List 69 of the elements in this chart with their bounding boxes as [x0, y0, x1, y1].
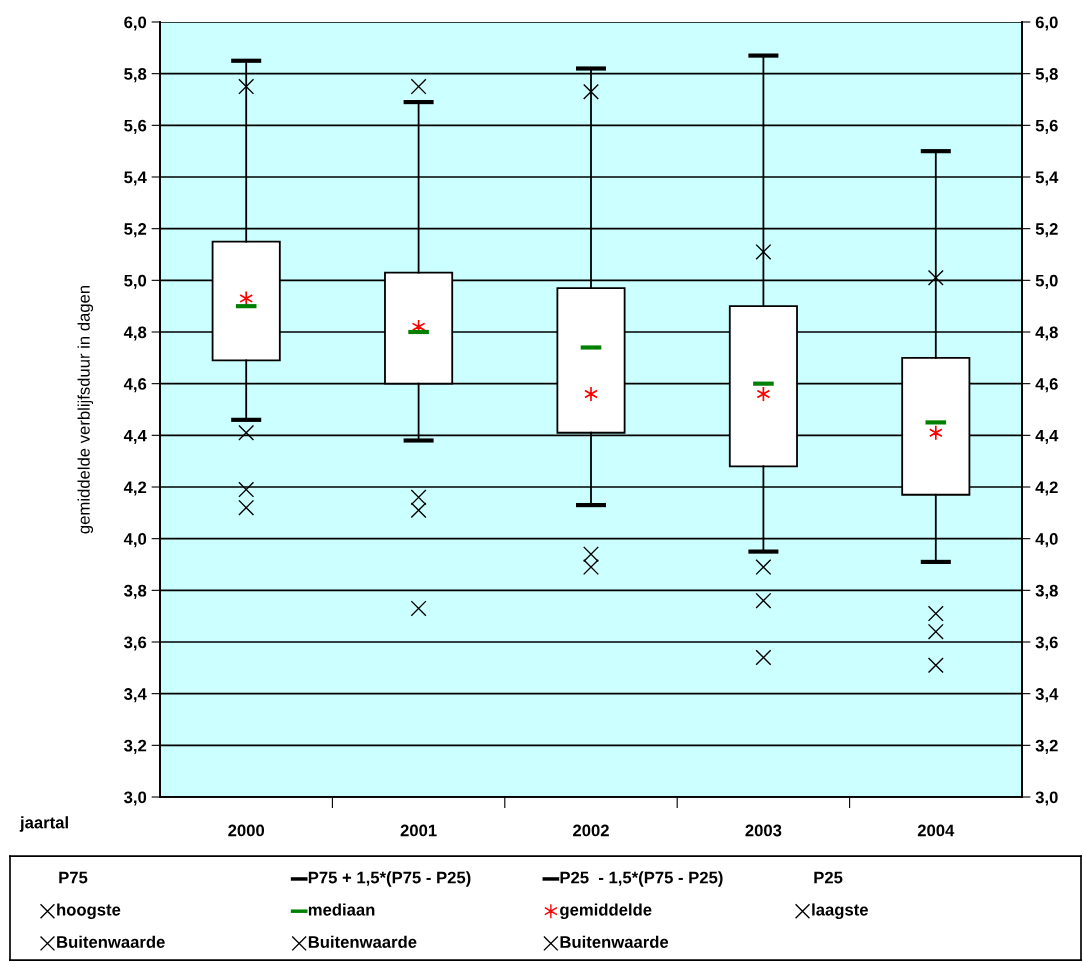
y2-tick-label: 5,8	[1035, 68, 1058, 83]
point	[755, 649, 772, 666]
y-tick-label: 4,6	[123, 378, 147, 393]
y2-tick-label: 3,6	[1035, 636, 1058, 651]
point	[927, 269, 944, 286]
x-axis-title: jaartal	[19, 816, 68, 832]
x-tick-label: 2003	[745, 824, 782, 837]
point	[583, 83, 599, 100]
text: gemiddelde	[560, 903, 652, 919]
x-tick-label: 2004	[917, 824, 955, 837]
y-tick-label: 5,8	[124, 68, 147, 83]
y2-tick-label: 5,0	[1035, 274, 1058, 289]
point	[238, 481, 255, 498]
y2-tick-label: 4,8	[1035, 326, 1058, 341]
point	[410, 78, 427, 95]
y-tick-label: 5,2	[124, 223, 147, 238]
point	[238, 499, 255, 516]
x-tick-label: 2001	[400, 824, 437, 837]
y-tick-label: 3,8	[124, 584, 147, 599]
point	[583, 546, 599, 563]
y2-tick-label: 5,4	[1035, 171, 1059, 186]
y2-tick-label: 5,6	[1035, 119, 1058, 134]
point	[410, 489, 427, 506]
y-tick-label: 4,2	[123, 481, 147, 496]
text: P25	[814, 871, 843, 884]
y2-tick-label: 3,4	[1035, 688, 1059, 703]
y2-tick-label: 4,0	[1035, 533, 1058, 548]
point	[238, 78, 255, 95]
y2-tick-label: 3,0	[1035, 791, 1058, 806]
text: P75	[59, 871, 88, 884]
y-tick-label: 5,0	[124, 274, 147, 289]
y2-tick-label: 3,2	[1035, 739, 1058, 754]
y2-tick-label: 4,6	[1035, 378, 1058, 393]
x-tick-label: 2000	[228, 824, 265, 837]
x-tick-label: 2002	[573, 824, 609, 837]
point	[755, 592, 772, 609]
point	[238, 424, 255, 441]
y-tick-label: 4,4	[123, 429, 147, 444]
point	[755, 243, 772, 260]
text: P75 + 1,5*(P75 - P25)	[308, 871, 471, 887]
legend-label: Buitenwaarde	[560, 935, 669, 948]
point	[927, 657, 944, 674]
y2-tick-label: 4,4	[1035, 429, 1059, 444]
point	[410, 600, 427, 617]
legend-label: hoogste	[57, 903, 121, 919]
y-tick-label: 6,0	[124, 16, 147, 31]
y-tick-label: 3,4	[124, 688, 147, 703]
y-tick-label: 5,6	[124, 119, 147, 134]
text: mediaan	[308, 903, 375, 916]
point	[410, 502, 427, 519]
y-tick-label: 3,0	[124, 791, 147, 806]
point	[583, 559, 599, 576]
legend-label: Buitenwaarde	[57, 935, 165, 948]
legend-label: Buitenwaarde	[308, 935, 417, 948]
y-tick-label: 5,4	[124, 171, 147, 186]
y2-tick-label: 4,2	[1035, 481, 1058, 496]
y-tick-label: 4,0	[123, 533, 147, 548]
point	[927, 605, 944, 622]
text: P25 - 1,5*(P75 - P25)	[560, 871, 723, 887]
legend-label: laagste	[812, 903, 868, 919]
y2-tick-label: 3,8	[1035, 584, 1058, 599]
point	[927, 623, 944, 640]
y-tick-label: 4,8	[123, 326, 147, 341]
y2-tick-label: 6,0	[1035, 16, 1058, 31]
point	[755, 559, 772, 576]
y-tick-label: 3,2	[124, 739, 147, 754]
y-axis-title: gemiddelde verblijfsduur in dagen	[77, 285, 94, 534]
y2-tick-label: 5,2	[1035, 223, 1058, 238]
y-tick-label: 3,6	[124, 636, 147, 651]
